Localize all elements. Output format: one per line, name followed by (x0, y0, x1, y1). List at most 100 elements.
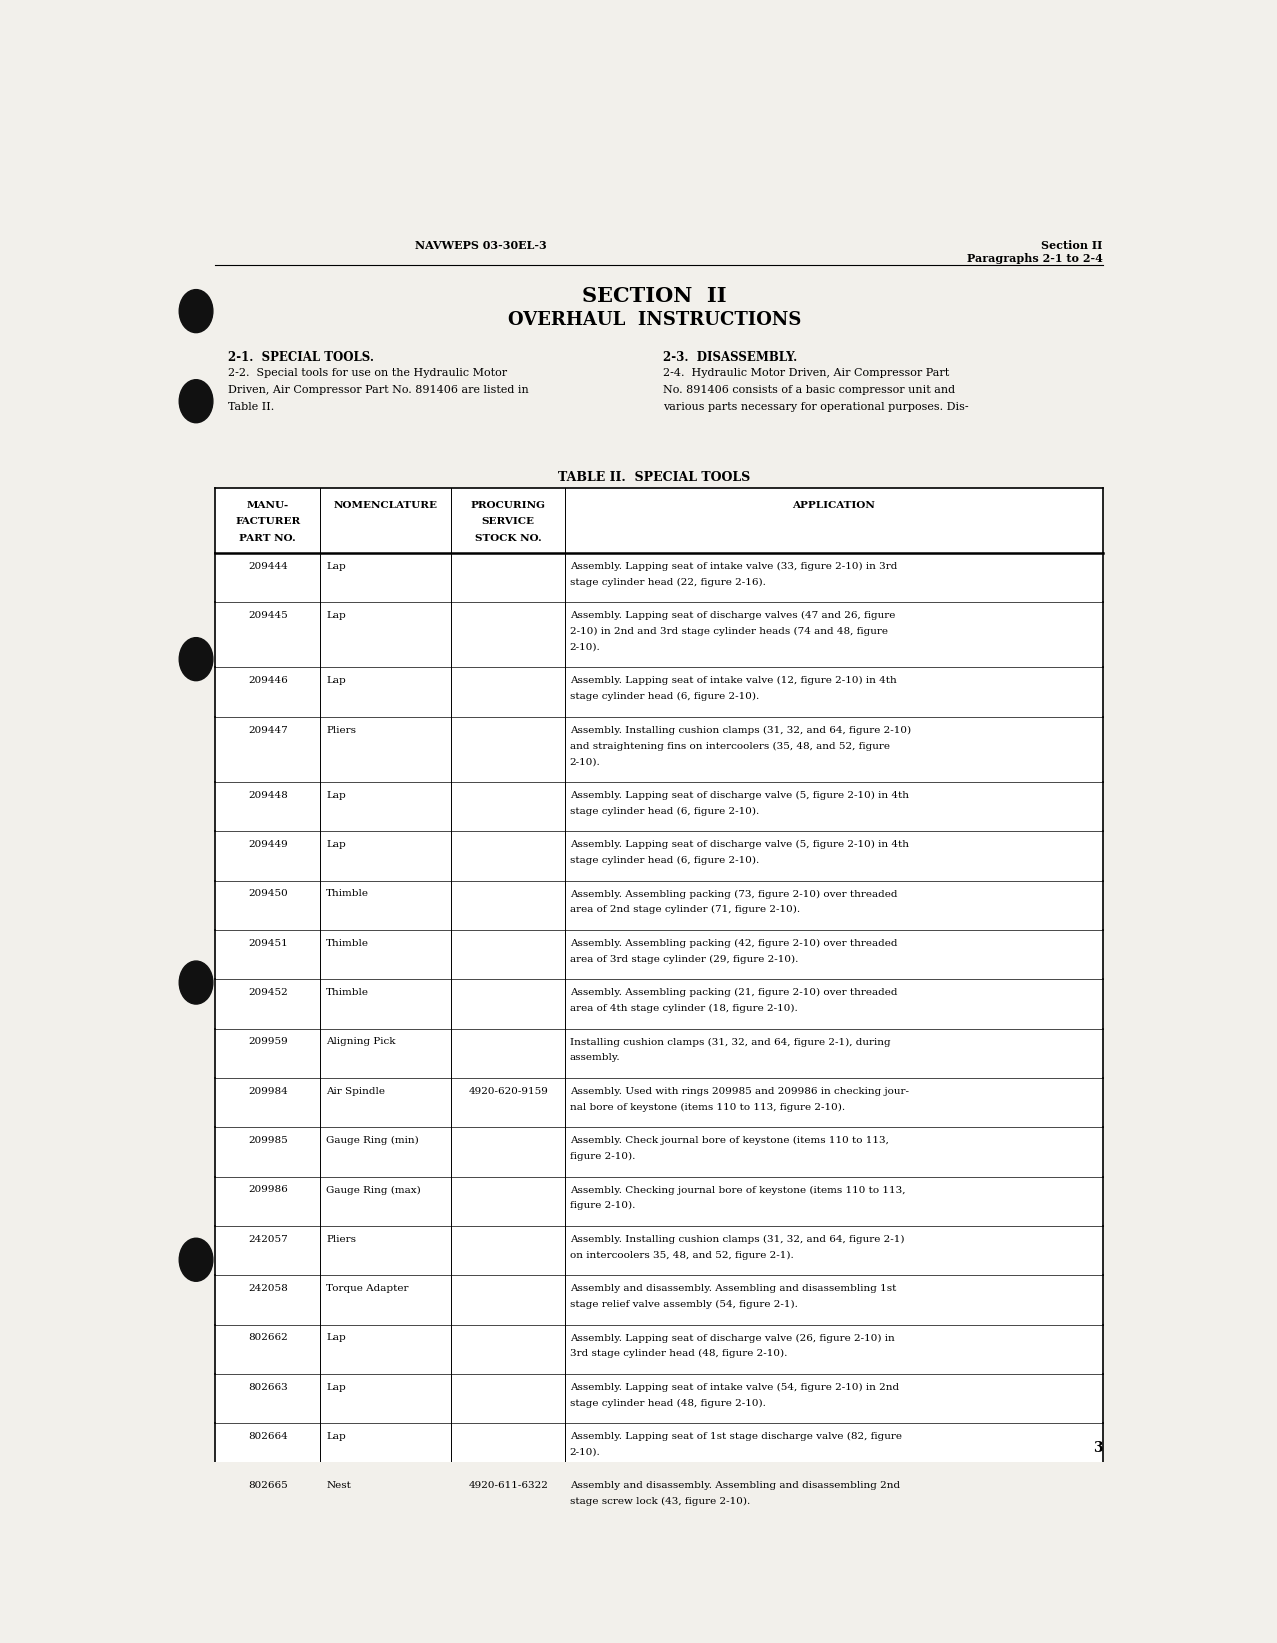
Text: 802664: 802664 (248, 1433, 287, 1441)
Text: figure 2-10).: figure 2-10). (570, 1201, 635, 1211)
Text: 802662: 802662 (248, 1334, 287, 1342)
Text: on intercoolers 35, 48, and 52, figure 2-1).: on intercoolers 35, 48, and 52, figure 2… (570, 1250, 793, 1260)
Text: NOMENCLATURE: NOMENCLATURE (333, 501, 438, 509)
Text: Lap: Lap (327, 1334, 346, 1342)
Bar (216, 1226, 1103, 1275)
Text: Lap: Lap (327, 562, 346, 570)
Text: Assembly. Checking journal bore of keystone (items 110 to 113,: Assembly. Checking journal bore of keyst… (570, 1186, 905, 1194)
Text: PART NO.: PART NO. (239, 534, 296, 542)
Text: 4920-611-6322: 4920-611-6322 (469, 1482, 548, 1490)
Text: area of 2nd stage cylinder (71, figure 2-10).: area of 2nd stage cylinder (71, figure 2… (570, 905, 799, 915)
Text: Assembly. Used with rings 209985 and 209986 in checking jour-: Assembly. Used with rings 209985 and 209… (570, 1086, 909, 1096)
Text: SERVICE: SERVICE (481, 518, 535, 526)
Text: 3rd stage cylinder head (48, figure 2-10).: 3rd stage cylinder head (48, figure 2-10… (570, 1349, 787, 1359)
Text: Assembly and disassembly. Assembling and disassembling 1st: Assembly and disassembly. Assembling and… (570, 1285, 896, 1293)
Text: 209444: 209444 (248, 562, 287, 570)
Text: Pliers: Pliers (327, 726, 356, 734)
Text: Driven, Air Compressor Part No. 891406 are listed in: Driven, Air Compressor Part No. 891406 a… (227, 384, 529, 396)
Text: 2-10).: 2-10). (570, 642, 600, 652)
Bar (216, 1374, 1103, 1423)
Text: Table II.: Table II. (227, 403, 275, 412)
Text: stage cylinder head (6, figure 2-10).: stage cylinder head (6, figure 2-10). (570, 807, 759, 815)
Text: Assembly. Lapping seat of intake valve (54, figure 2-10) in 2nd: Assembly. Lapping seat of intake valve (… (570, 1383, 899, 1392)
Text: Lap: Lap (327, 677, 346, 685)
Bar (216, 716, 1103, 782)
Text: 802665: 802665 (248, 1482, 287, 1490)
Text: Paragraphs 2-1 to 2-4: Paragraphs 2-1 to 2-4 (967, 253, 1103, 263)
Text: Thimble: Thimble (327, 938, 369, 948)
Text: assembly.: assembly. (570, 1053, 621, 1063)
Bar (216, 554, 1103, 603)
Text: Thimble: Thimble (327, 987, 369, 997)
Text: Torque Adapter: Torque Adapter (327, 1285, 409, 1293)
Text: area of 3rd stage cylinder (29, figure 2-10).: area of 3rd stage cylinder (29, figure 2… (570, 955, 798, 964)
Text: Lap: Lap (327, 790, 346, 800)
Text: NAVWEPS 03-30EL-3: NAVWEPS 03-30EL-3 (415, 240, 547, 250)
Text: 2-4.  Hydraulic Motor Driven, Air Compressor Part: 2-4. Hydraulic Motor Driven, Air Compres… (663, 368, 950, 378)
Text: 2-10).: 2-10). (570, 1447, 600, 1457)
Text: 209959: 209959 (248, 1037, 287, 1047)
Text: PROCURING: PROCURING (471, 501, 545, 509)
Bar (216, 1029, 1103, 1078)
Text: 209448: 209448 (248, 790, 287, 800)
Text: Air Spindle: Air Spindle (327, 1086, 386, 1096)
Text: Assembly. Assembling packing (73, figure 2-10) over threaded: Assembly. Assembling packing (73, figure… (570, 889, 898, 899)
Circle shape (179, 961, 213, 1004)
Text: Gauge Ring (max): Gauge Ring (max) (327, 1186, 421, 1194)
Text: 242058: 242058 (248, 1285, 287, 1293)
Bar (216, 1275, 1103, 1324)
Text: Assembly. Lapping seat of 1st stage discharge valve (82, figure: Assembly. Lapping seat of 1st stage disc… (570, 1433, 902, 1441)
Text: Assembly. Installing cushion clamps (31, 32, and 64, figure 2-10): Assembly. Installing cushion clamps (31,… (570, 726, 911, 734)
Text: SECTION  II: SECTION II (582, 286, 727, 306)
Text: stage cylinder head (6, figure 2-10).: stage cylinder head (6, figure 2-10). (570, 692, 759, 702)
Text: Thimble: Thimble (327, 889, 369, 899)
Text: Section II: Section II (1042, 240, 1103, 250)
Text: Assembly. Installing cushion clamps (31, 32, and 64, figure 2-1): Assembly. Installing cushion clamps (31,… (570, 1236, 904, 1244)
Bar (216, 1472, 1103, 1521)
Text: Assembly. Lapping seat of discharge valve (5, figure 2-10) in 4th: Assembly. Lapping seat of discharge valv… (570, 790, 909, 800)
Text: Assembly. Check journal bore of keystone (items 110 to 113,: Assembly. Check journal bore of keystone… (570, 1135, 889, 1145)
Text: figure 2-10).: figure 2-10). (570, 1152, 635, 1162)
Text: various parts necessary for operational purposes. Dis-: various parts necessary for operational … (663, 403, 969, 412)
Circle shape (179, 1239, 213, 1282)
Text: 2-10).: 2-10). (570, 757, 600, 766)
Text: Assembly. Lapping seat of discharge valve (26, figure 2-10) in: Assembly. Lapping seat of discharge valv… (570, 1334, 894, 1342)
Bar (216, 1176, 1103, 1226)
Text: 209985: 209985 (248, 1135, 287, 1145)
Text: nal bore of keystone (items 110 to 113, figure 2-10).: nal bore of keystone (items 110 to 113, … (570, 1102, 845, 1112)
Text: stage cylinder head (6, figure 2-10).: stage cylinder head (6, figure 2-10). (570, 856, 759, 864)
Text: Assembly. Assembling packing (42, figure 2-10) over threaded: Assembly. Assembling packing (42, figure… (570, 938, 898, 948)
Text: No. 891406 consists of a basic compressor unit and: No. 891406 consists of a basic compresso… (663, 384, 955, 396)
Text: 209451: 209451 (248, 938, 287, 948)
Text: 2-2.  Special tools for use on the Hydraulic Motor: 2-2. Special tools for use on the Hydrau… (227, 368, 507, 378)
Bar (216, 831, 1103, 881)
Text: 209986: 209986 (248, 1186, 287, 1194)
Text: 209450: 209450 (248, 889, 287, 899)
Text: Assembly. Lapping seat of intake valve (12, figure 2-10) in 4th: Assembly. Lapping seat of intake valve (… (570, 677, 896, 685)
Text: APPLICATION: APPLICATION (793, 501, 875, 509)
Text: stage screw lock (43, figure 2-10).: stage screw lock (43, figure 2-10). (570, 1497, 750, 1507)
Text: 2-3.  DISASSEMBLY.: 2-3. DISASSEMBLY. (663, 352, 798, 365)
Text: Pliers: Pliers (327, 1236, 356, 1244)
Text: Installing cushion clamps (31, 32, and 64, figure 2-1), during: Installing cushion clamps (31, 32, and 6… (570, 1037, 890, 1047)
Text: stage cylinder head (48, figure 2-10).: stage cylinder head (48, figure 2-10). (570, 1398, 766, 1408)
Bar (216, 979, 1103, 1029)
Text: Assembly. Lapping seat of intake valve (33, figure 2-10) in 3rd: Assembly. Lapping seat of intake valve (… (570, 562, 896, 570)
Bar (216, 488, 1103, 554)
Text: Nest: Nest (327, 1482, 351, 1490)
Bar (216, 667, 1103, 716)
Text: Assembly and disassembly. Assembling and disassembling 2nd: Assembly and disassembly. Assembling and… (570, 1482, 900, 1490)
Text: 209452: 209452 (248, 987, 287, 997)
Text: TABLE II.  SPECIAL TOOLS: TABLE II. SPECIAL TOOLS (558, 470, 751, 483)
Bar (216, 1423, 1103, 1472)
Bar (216, 603, 1103, 667)
Text: Lap: Lap (327, 1433, 346, 1441)
Circle shape (179, 380, 213, 422)
Text: Assembly. Lapping seat of discharge valve (5, figure 2-10) in 4th: Assembly. Lapping seat of discharge valv… (570, 840, 909, 849)
Text: and straightening fins on intercoolers (35, 48, and 52, figure: and straightening fins on intercoolers (… (570, 741, 890, 751)
Bar (216, 1127, 1103, 1176)
Text: 209446: 209446 (248, 677, 287, 685)
Text: Lap: Lap (327, 611, 346, 619)
Text: Lap: Lap (327, 840, 346, 849)
Bar (216, 1078, 1103, 1127)
